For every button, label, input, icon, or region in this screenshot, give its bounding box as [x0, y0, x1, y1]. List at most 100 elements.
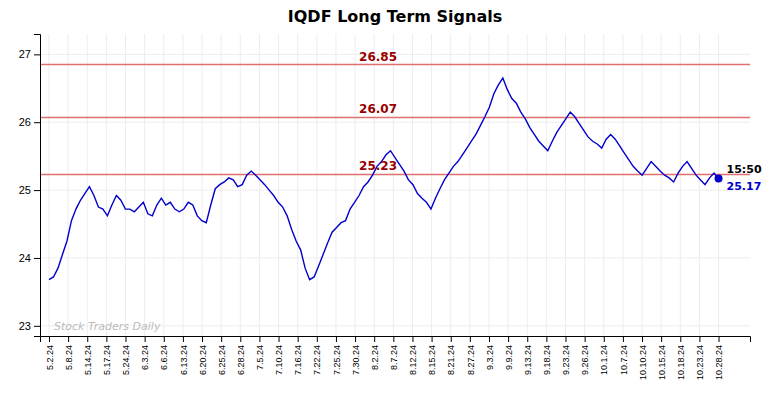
x-tick-mark [680, 336, 681, 342]
x-tick-label: 8.2.24 [370, 345, 380, 370]
x-tick-label: 10.15.24 [657, 345, 667, 380]
x-tick-label: 6.28.24 [236, 345, 246, 375]
grid-line-x [316, 34, 317, 336]
x-tick-mark [699, 336, 700, 342]
x-tick-label: 8.27.24 [466, 345, 476, 375]
y-tick: 23 [19, 320, 40, 332]
x-tick-label: 9.9.24 [504, 345, 514, 370]
x-tick: 8.7.24 [389, 336, 399, 370]
x-tick-label: 6.25.24 [217, 345, 227, 375]
signal-line [40, 117, 750, 119]
x-tick-mark [623, 336, 624, 342]
x-tick-mark [202, 336, 203, 342]
x-tick-mark [432, 336, 433, 342]
x-tick-mark [489, 336, 490, 342]
watermark: Stock Traders Daily [54, 320, 161, 333]
y-tick: 24 [19, 252, 40, 264]
grid-line-x [718, 34, 719, 336]
y-tick-label: 23 [19, 320, 31, 332]
x-tick-label: 9.23.24 [561, 345, 571, 375]
x-tick-label: 10.7.24 [619, 345, 629, 375]
signal-label: 26.07 [359, 102, 397, 116]
x-tick-mark [412, 336, 413, 342]
x-tick-mark [470, 336, 471, 342]
signal-label: 26.85 [359, 50, 397, 64]
x-tick-mark [508, 336, 509, 342]
x-tick-mark [221, 336, 222, 342]
x-tick-label: 8.21.24 [446, 345, 456, 375]
x-tick: 5.2.24 [45, 336, 55, 370]
x-tick: 10.28.24 [714, 336, 724, 380]
x-tick-label: 7.30.24 [351, 345, 361, 375]
x-tick-mark [49, 336, 50, 342]
y-axis: 2324252627 [19, 35, 41, 337]
x-tick: 9.13.24 [523, 336, 533, 375]
x-tick-mark [317, 336, 318, 342]
grid-line-x [622, 34, 623, 336]
grid-line-x [163, 34, 164, 336]
x-tick-mark [642, 336, 643, 342]
x-tick-label: 10.23.24 [695, 345, 705, 380]
x-tick: 7.30.24 [351, 336, 361, 375]
x-tick-label: 10.1.24 [599, 345, 609, 375]
grid-line-x [335, 34, 336, 336]
y-axis-line [34, 35, 41, 337]
x-tick-label: 6.6.24 [159, 345, 169, 370]
grid-line-x [48, 34, 49, 336]
x-tick: 7.22.24 [312, 336, 322, 375]
marks [40, 65, 750, 280]
grid-line-x [259, 34, 260, 336]
x-tick: 7.10.24 [274, 336, 284, 375]
grid-line-x [527, 34, 528, 336]
last-price: 25.17 [727, 180, 762, 193]
grid-line-x [661, 34, 662, 336]
x-tick-label: 6.13.24 [179, 345, 189, 375]
grid-line-x [469, 34, 470, 336]
x-tick-mark [355, 336, 356, 342]
y-tick-label: 25 [19, 184, 31, 196]
x-tick-mark [336, 336, 337, 342]
x-tick: 10.18.24 [676, 336, 686, 380]
annotations: 26.8526.0725.2315:5025.17Stock Traders D… [54, 50, 762, 333]
y-tick-mark [34, 122, 40, 123]
x-tick-mark [585, 336, 586, 342]
grid-line-x [680, 34, 681, 336]
x-tick-mark [661, 336, 662, 342]
x-tick-mark [126, 336, 127, 342]
grid-line-x [355, 34, 356, 336]
grid-line-x [393, 34, 394, 336]
x-tick: 9.9.24 [504, 336, 514, 370]
x-tick: 8.21.24 [446, 336, 456, 375]
x-tick-label: 8.15.24 [427, 345, 437, 375]
x-tick-label: 9.3.24 [485, 345, 495, 370]
x-tick: 6.28.24 [236, 336, 246, 375]
y-tick-label: 24 [19, 252, 31, 264]
grid-line-x [488, 34, 489, 336]
x-tick-label: 10.28.24 [714, 345, 724, 380]
grid-line-x [182, 34, 183, 336]
grid-line-x [278, 34, 279, 336]
y-tick-mark [34, 54, 40, 55]
last-point [715, 175, 723, 183]
x-tick: 6.3.24 [140, 336, 150, 370]
x-tick-label: 7.22.24 [312, 345, 322, 375]
y-tick-mark [34, 326, 40, 327]
grid-line-x [450, 34, 451, 336]
x-tick: 9.18.24 [542, 336, 552, 375]
plot: 5.2.245.8.245.14.245.17.245.24.246.3.246… [19, 34, 762, 380]
x-tick-label: 6.3.24 [140, 345, 150, 370]
grid-line-x [68, 34, 69, 336]
x-tick: 10.1.24 [599, 336, 609, 375]
signal-label: 25.23 [359, 159, 397, 173]
grid-line-x [221, 34, 222, 336]
grid-line-x [546, 34, 547, 336]
x-tick-label: 5.14.24 [83, 345, 93, 375]
x-tick-label: 5.24.24 [121, 345, 131, 375]
x-tick: 5.14.24 [83, 336, 93, 375]
y-tick: 26 [19, 116, 40, 128]
x-tick-label: 7.25.24 [332, 345, 342, 375]
x-tick-label: 9.13.24 [523, 345, 533, 375]
x-tick-mark [604, 336, 605, 342]
x-tick-label: 10.18.24 [676, 345, 686, 380]
x-tick: 5.17.24 [102, 336, 112, 375]
